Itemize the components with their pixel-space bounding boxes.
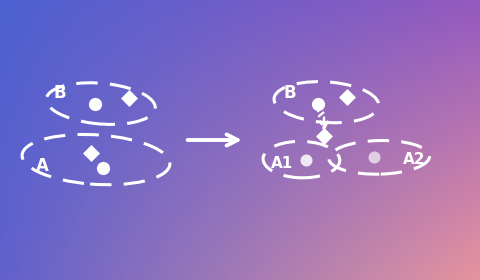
Point (91, 102, 99, 107)
Text: B: B (283, 84, 296, 102)
Point (302, 158, 310, 162)
Text: A2: A2 (403, 152, 426, 167)
Point (99, 166, 107, 170)
Point (343, 95, 351, 100)
Point (87, 151, 95, 156)
Point (371, 155, 378, 159)
Point (320, 134, 328, 138)
Point (125, 96, 132, 100)
Text: B: B (54, 84, 66, 102)
Point (314, 101, 322, 106)
Text: A: A (36, 157, 49, 175)
Text: A1: A1 (271, 156, 293, 171)
